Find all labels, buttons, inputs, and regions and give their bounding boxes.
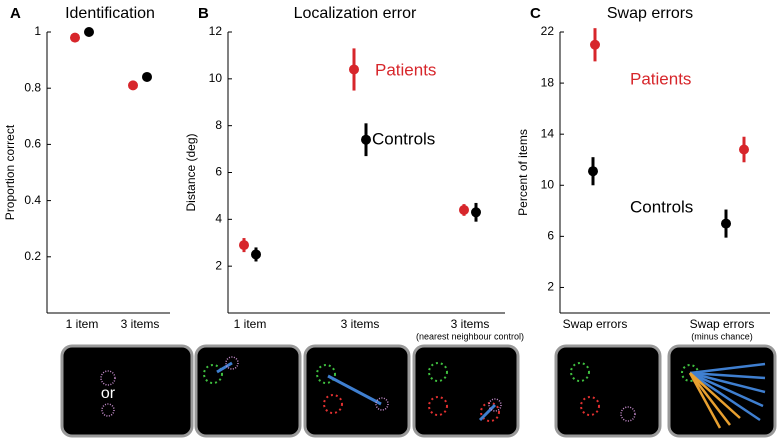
x-tick-label: Swap errors <box>690 317 755 331</box>
dot <box>239 240 249 251</box>
swap-lines <box>688 372 741 429</box>
dot <box>590 39 600 50</box>
y-tick-label: 2 <box>215 258 222 272</box>
stimulus <box>488 398 502 412</box>
x-tick-label: 1 item <box>234 317 267 331</box>
y-tick-label: 0.8 <box>24 80 41 94</box>
panel-label: C <box>530 5 541 22</box>
target <box>316 364 336 384</box>
dot <box>251 249 261 260</box>
y-tick-label: 2 <box>547 280 554 294</box>
swap-lines <box>689 362 766 422</box>
dot <box>588 166 598 177</box>
x-tick-label: 1 item <box>66 317 99 331</box>
panel-label: A <box>10 5 21 22</box>
dot <box>471 207 481 218</box>
legend-label: Controls <box>630 197 693 216</box>
distractor <box>480 402 500 422</box>
target <box>570 362 590 382</box>
dot <box>739 144 749 155</box>
error-line <box>216 361 233 374</box>
y-tick-label: 18 <box>541 75 555 89</box>
y-tick-label: 22 <box>541 24 555 38</box>
y-tick-label: 0.4 <box>24 193 41 207</box>
illustrations: or <box>60 344 777 438</box>
stimulus <box>225 356 239 370</box>
error-line <box>478 403 497 422</box>
x-tick-note: (nearest neighbour control) <box>416 331 524 341</box>
legend-label: Patients <box>375 60 436 79</box>
dot <box>349 64 359 75</box>
x-tick-label: 3 items <box>451 317 490 331</box>
dot <box>361 134 371 145</box>
dot <box>128 80 138 91</box>
chart-title: Swap errors <box>607 5 693 22</box>
y-tick-label: 12 <box>209 24 223 38</box>
panel-b-thumb <box>194 344 302 438</box>
y-tick-label: 1 <box>34 24 41 38</box>
y-tick-label: 6 <box>547 229 554 243</box>
target <box>203 364 223 384</box>
x-tick-note: (minus chance) <box>691 331 753 341</box>
y-axis-label: Proportion correct <box>3 124 17 220</box>
panel-a-thumb <box>60 344 194 438</box>
y-tick-label: 14 <box>541 126 555 140</box>
x-tick-label: Swap errors <box>563 317 628 331</box>
distractor <box>428 396 448 416</box>
y-axis-label: Percent of items <box>516 129 530 216</box>
y-axis-label: Distance (deg) <box>184 133 198 211</box>
panel-c-thumb <box>554 344 662 438</box>
chart-title: Identification <box>65 5 155 22</box>
y-tick-label: 6 <box>215 165 222 179</box>
or-label: or <box>101 385 116 402</box>
stimulus <box>620 406 636 422</box>
y-tick-label: 0.6 <box>24 137 41 151</box>
x-tick-label: 3 items <box>341 317 380 331</box>
y-tick-label: 8 <box>215 118 222 132</box>
stimulus <box>100 370 116 386</box>
y-tick-label: 4 <box>215 212 222 226</box>
error-line <box>327 374 382 406</box>
dot <box>84 27 94 37</box>
dot <box>721 218 731 229</box>
dot <box>459 204 469 215</box>
legend-label: Controls <box>372 129 435 148</box>
panel-label: B <box>198 5 209 22</box>
y-tick-label: 10 <box>541 177 555 191</box>
stimulus <box>101 403 115 417</box>
panel-b-thumb <box>412 344 520 438</box>
target <box>428 362 448 382</box>
dot <box>70 32 80 43</box>
chart-title: Localization error <box>294 5 417 22</box>
x-tick-label: 3 items <box>121 317 160 331</box>
distractor <box>580 396 600 416</box>
dot <box>142 71 152 82</box>
y-tick-label: 0.2 <box>24 249 41 263</box>
legend-label: Patients <box>630 69 691 88</box>
y-tick-label: 10 <box>209 71 223 85</box>
distractor <box>323 394 343 414</box>
stimulus <box>375 397 389 411</box>
